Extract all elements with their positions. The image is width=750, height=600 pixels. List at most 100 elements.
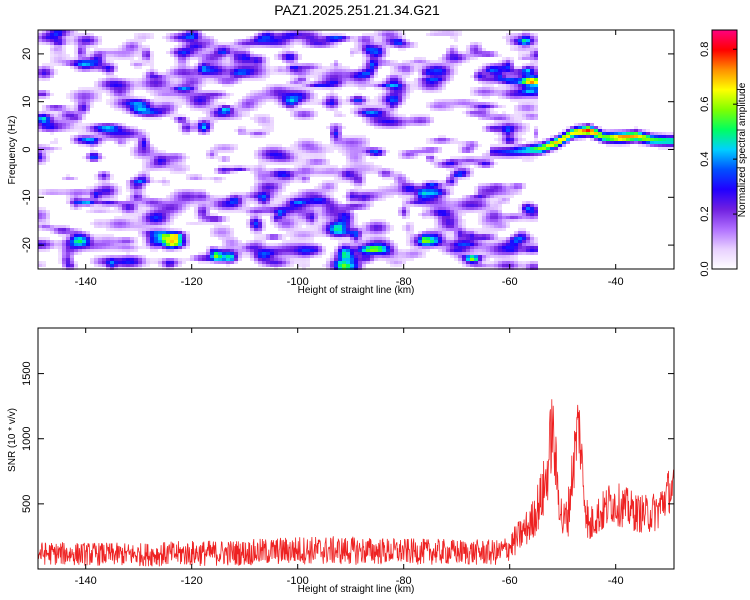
heatmap-cell [282,207,286,210]
heatmap-cell [310,246,314,249]
heatmap-cell [290,96,294,99]
heatmap-cell [222,144,226,147]
heatmap-cell [150,114,154,117]
heatmap-cell [370,198,374,201]
heatmap-cell [206,213,210,216]
heatmap-cell [174,78,178,81]
heatmap-cell [378,63,382,66]
heatmap-cell [234,63,238,66]
heatmap-cell [182,129,186,132]
heatmap-cell [118,261,122,264]
heatmap-cell [230,243,234,246]
heatmap-cell [182,237,186,240]
heatmap-cell [78,204,82,207]
heatmap-cell [354,183,358,186]
heatmap-cell [126,255,130,258]
heatmap-cell [398,42,402,45]
heatmap-cell [114,93,118,96]
heatmap-cell [258,204,262,207]
heatmap-cell [402,60,406,63]
heatmap-cell [86,51,90,54]
heatmap-cell [146,114,150,117]
heatmap-cell [202,36,206,39]
heatmap-cell [282,240,286,243]
heatmap-cell [274,252,278,255]
heatmap-cell [394,177,398,180]
heatmap-cell [158,222,162,225]
heatmap-cell [402,93,406,96]
heatmap-cell [370,249,374,252]
heatmap-cell [310,90,314,93]
heatmap-cell [230,57,234,60]
heatmap-cell [58,114,62,117]
heatmap-cell [170,165,174,168]
heatmap-cell [322,72,326,75]
heatmap-cell [186,231,190,234]
heatmap-cell [62,123,66,126]
heatmap-cell [214,78,218,81]
heatmap-cell [382,252,386,255]
heatmap-cell [114,132,118,135]
heatmap-cell [254,168,258,171]
heatmap-cell [314,102,318,105]
heatmap-cell [346,144,350,147]
heatmap-cell [374,231,378,234]
heatmap-cell [326,174,330,177]
heatmap-cell [314,30,318,33]
heatmap-cell [94,51,98,54]
heatmap-cell [130,78,134,81]
heatmap-cell [266,261,270,264]
heatmap-cell [302,45,306,48]
heatmap-cell [166,225,170,228]
heatmap-cell [334,234,338,237]
heatmap-cell [158,258,162,261]
heatmap-cell [74,261,78,264]
heatmap-cell [38,39,42,42]
heatmap-cell [350,96,354,99]
heatmap-cell [150,225,154,228]
heatmap-cell [318,171,322,174]
heatmap-cell [370,54,374,57]
heatmap-cell [190,258,194,261]
heatmap-cell [58,126,62,129]
heatmap-cell [202,192,206,195]
heatmap-cell [230,63,234,66]
heatmap-cell [138,246,142,249]
heatmap-cell [110,54,114,57]
heatmap-cell [326,171,330,174]
heatmap-cell [294,57,298,60]
heatmap-cell [250,240,254,243]
heatmap-cell [282,96,286,99]
heatmap-cell [126,219,130,222]
heatmap-cell [58,39,62,42]
heatmap-cell [54,126,58,129]
heatmap-cell [350,162,354,165]
heatmap-cell [298,177,302,180]
heatmap-cell [370,99,374,102]
heatmap-cell [370,72,374,75]
heatmap-cell [90,66,94,69]
heatmap-cell [318,216,322,219]
heatmap-cell [306,246,310,249]
heatmap-cell [226,225,230,228]
heatmap-cell [342,33,346,36]
heatmap-cell [230,54,234,57]
heatmap-cell [42,72,46,75]
heatmap-cell [122,102,126,105]
heatmap-cell [98,69,102,72]
heatmap-cell [198,60,202,63]
heatmap-cell [102,138,106,141]
heatmap-cell [78,189,82,192]
heatmap-cell [266,42,270,45]
heatmap-cell [222,198,226,201]
heatmap-cell [198,102,202,105]
heatmap-cell [106,237,110,240]
heatmap-cell [334,39,338,42]
heatmap-cell [334,246,338,249]
heatmap-cell [106,243,110,246]
heatmap-cell [226,105,230,108]
heatmap-cell [374,123,378,126]
heatmap-cell [378,252,382,255]
heatmap-cell [278,90,282,93]
heatmap-cell [102,84,106,87]
